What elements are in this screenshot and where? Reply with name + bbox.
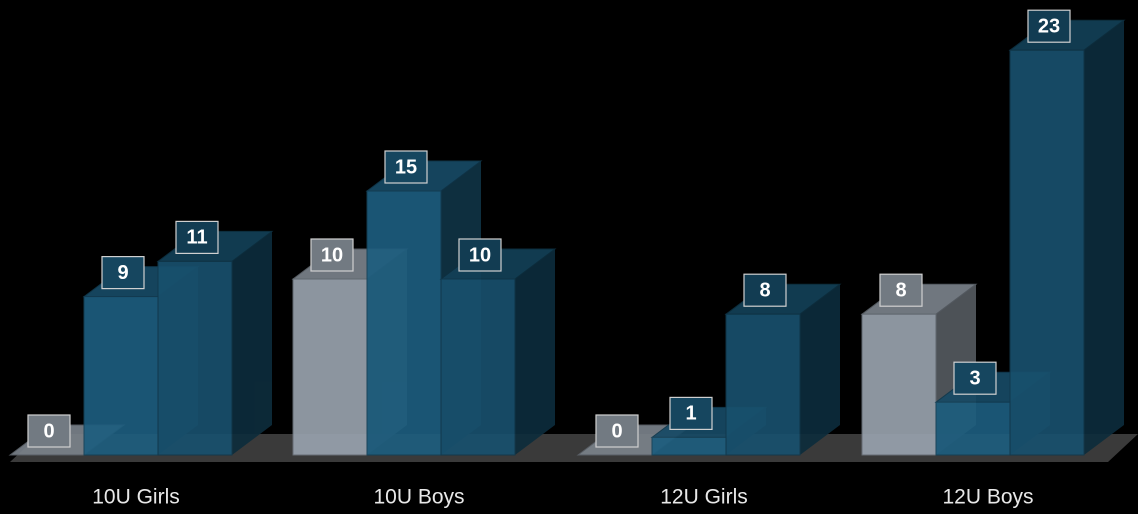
bar-side [515,249,555,455]
bar-front [366,190,442,456]
bar-front [292,278,368,456]
value-label: 11 [186,227,207,249]
value-label-box [669,396,713,430]
value-label-box [101,256,145,290]
bar-side [1084,20,1124,455]
value-label-box [175,220,219,254]
value-label: 8 [759,279,770,301]
value-label: 3 [969,367,980,389]
value-label: 23 [1038,15,1060,37]
bar-side [800,284,840,455]
bar-front [651,436,727,456]
value-label-box [743,273,787,307]
value-label-box [953,361,997,395]
value-label: 10 [469,244,491,266]
x-tick-label: 12U Girls [660,486,748,509]
bar [724,283,842,456]
value-label-box [310,238,354,272]
value-label: 8 [895,279,906,301]
bar-front [440,278,516,456]
bar-front [861,313,937,456]
x-tick-label: 12U Boys [942,486,1033,509]
bar-front [83,296,159,456]
bar [156,230,274,456]
value-label-box [27,414,71,448]
value-label: 15 [395,156,417,178]
value-label-box [1027,9,1071,43]
value-label-box [458,238,502,272]
x-tick-label: 10U Boys [373,486,464,509]
value-label-box [595,414,639,448]
floor [10,434,1138,462]
bar-front [1009,49,1085,456]
bar [439,248,557,456]
value-label: 1 [685,403,696,425]
value-label-box [384,150,428,184]
bar [1008,19,1126,456]
bar-front [725,313,801,456]
bar-front [157,260,233,456]
value-label-box [879,273,923,307]
value-label: 9 [117,262,128,284]
x-tick-label: 10U Girls [92,486,180,509]
value-label: 0 [611,420,622,442]
value-label: 0 [43,420,54,442]
bar-front [935,401,1011,456]
value-label: 10 [321,244,343,266]
bar-side [232,231,272,455]
